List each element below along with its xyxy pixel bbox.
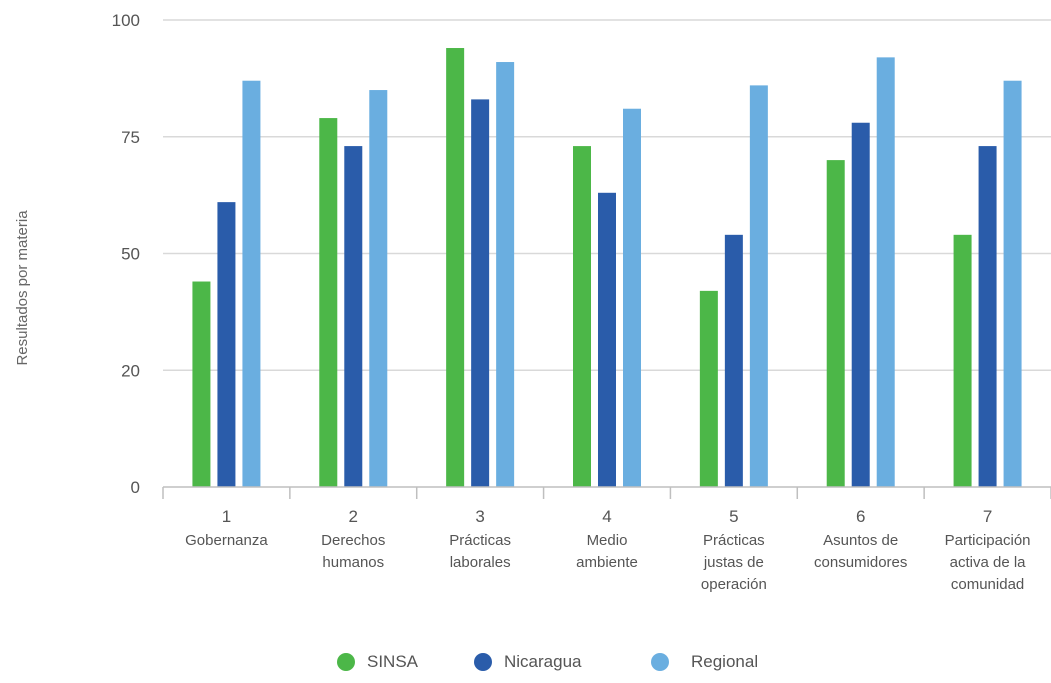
- x-category-label: Asuntos de: [823, 532, 898, 549]
- legend-label: SINSA: [367, 652, 419, 671]
- x-category-number: 2: [349, 507, 358, 526]
- legend: SINSA Nicaragua Regional: [0, 652, 1051, 682]
- y-tick-label: 100: [112, 11, 140, 30]
- y-tick-label: 75: [121, 128, 140, 147]
- x-category-label: activa de la: [950, 554, 1027, 571]
- x-category-number: 7: [983, 507, 992, 526]
- bar-regional-5: [749, 85, 768, 487]
- x-category-label: Participación: [945, 532, 1031, 549]
- x-category-label: ambiente: [576, 554, 638, 571]
- x-category-label: operación: [701, 576, 767, 593]
- x-category-label: humanos: [322, 554, 384, 571]
- bar-regional-4: [623, 108, 641, 487]
- bar-nicaragua-7: [978, 146, 997, 487]
- bar-sinsa-5: [699, 290, 718, 487]
- y-axis-label: Resultados por materia: [14, 210, 31, 366]
- bar-sinsa-3: [446, 48, 465, 488]
- bar-regional-2: [369, 90, 388, 488]
- legend-item-regional: Regional: [651, 652, 758, 672]
- x-category-label: justas de: [703, 554, 764, 571]
- x-category-label: Medio: [587, 532, 628, 549]
- legend-swatch-sinsa: [337, 653, 355, 671]
- legend-item-nicaragua: Nicaragua: [474, 652, 582, 672]
- bar-regional-6: [876, 57, 895, 488]
- bar-regional-1: [242, 80, 261, 488]
- x-category-label: consumidores: [814, 554, 907, 571]
- bar-nicaragua-6: [851, 122, 870, 488]
- bar-sinsa-7: [953, 234, 972, 487]
- y-tick-label: 0: [131, 478, 140, 497]
- bar-nicaragua-4: [598, 192, 616, 488]
- x-category-label: comunidad: [951, 576, 1024, 593]
- bar-regional-7: [1003, 80, 1022, 488]
- y-tick-label: 20: [121, 361, 140, 380]
- legend-label: Nicaragua: [504, 652, 582, 671]
- legend-label: Regional: [691, 652, 759, 671]
- bars: [192, 48, 1022, 488]
- legend-swatch-nicaragua: [474, 653, 492, 671]
- x-category-number: 1: [222, 507, 231, 526]
- x-category-label: laborales: [450, 554, 511, 571]
- y-axis-ticks: 0 20 50 75 100: [112, 11, 140, 497]
- bar-sinsa-2: [319, 118, 338, 487]
- x-category-number: 6: [856, 507, 865, 526]
- legend-swatch-regional: [651, 653, 669, 671]
- x-category-label: Prácticas: [703, 532, 765, 549]
- x-category-number: 5: [729, 507, 738, 526]
- bar-nicaragua-2: [344, 146, 363, 487]
- bar-nicaragua-1: [217, 202, 236, 487]
- bar-sinsa-4: [573, 146, 591, 487]
- x-axis: 1 Gobernanza 2 Derechos humanos 3 Prácticas lab…: [162, 486, 1051, 593]
- bar-nicaragua-5: [724, 234, 743, 487]
- bar-sinsa-6: [826, 160, 845, 487]
- x-category-label: Gobernanza: [185, 532, 268, 549]
- bar-nicaragua-3: [471, 99, 490, 487]
- bar-sinsa-1: [192, 281, 211, 487]
- y-tick-label: 50: [121, 245, 140, 264]
- bar-regional-3: [496, 62, 515, 487]
- x-category-label: Derechos: [321, 532, 385, 549]
- legend-item-sinsa: SINSA: [337, 652, 418, 672]
- x-category-label: Prácticas: [449, 532, 511, 549]
- x-category-number: 4: [602, 507, 611, 526]
- x-category-number: 3: [475, 507, 484, 526]
